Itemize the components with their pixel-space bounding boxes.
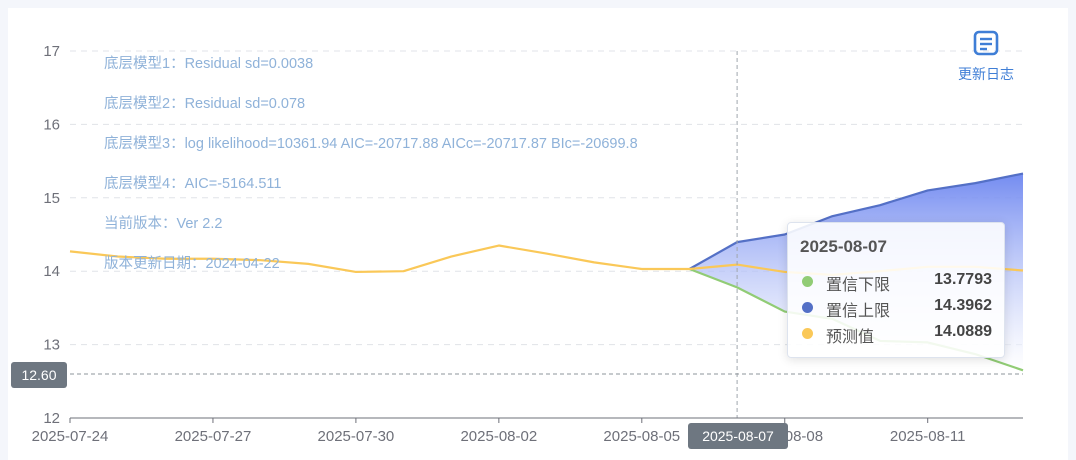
y-tick-label: 13 <box>43 337 60 354</box>
y-pointer-badge: 12.60 <box>11 362 67 388</box>
tooltip-value: 14.3962 <box>934 297 992 314</box>
note-model-2: 底层模型2：Residual sd=0.078 <box>104 96 306 112</box>
tooltip-row-forecast: 预测值 14.0889 <box>800 323 992 346</box>
note-version: 当前版本：Ver 2.2 <box>104 216 223 232</box>
x-pointer-badge: 2025-08-07 <box>688 423 788 449</box>
note-model-1: 底层模型1：Residual sd=0.0038 <box>104 56 314 72</box>
legend-dot-upper <box>802 302 813 313</box>
x-tick-label: 2025-07-27 <box>175 428 252 445</box>
legend-dot-lower <box>802 276 813 287</box>
chart-card: 12 13 14 15 16 17 2025-07-24 2025-07-27 2025-07-… <box>8 8 1068 460</box>
tooltip-row-upper: 置信上限 14.3962 <box>800 297 992 320</box>
tooltip: 2025-08-07 置信下限 13.7793 置信上限 14.3962 预测值… <box>787 222 1005 358</box>
y-tick-label: 16 <box>43 116 60 133</box>
tooltip-value: 14.0889 <box>934 323 992 340</box>
note-model-4: 底层模型4：AIC=-5164.511 <box>104 176 282 192</box>
note-release-date: 版本更新日期：2024-04-22 <box>104 256 280 272</box>
tooltip-row-lower: 置信下限 13.7793 <box>800 271 992 294</box>
x-tick-label: 2025-08-02 <box>460 428 537 445</box>
y-tick-label: 17 <box>43 43 60 60</box>
note-model-3: 底层模型3：log likelihood=10361.94 AIC=-20717… <box>104 136 638 152</box>
x-tick-label: 2025-07-30 <box>318 428 395 445</box>
legend-dot-forecast <box>802 328 813 339</box>
tooltip-name: 置信上限 <box>826 303 891 320</box>
y-tick-label: 12 <box>43 410 60 427</box>
y-tick-label: 14 <box>43 263 60 280</box>
tooltip-name: 预测值 <box>826 329 875 346</box>
x-tick-label: 2025-08-11 <box>890 428 966 445</box>
update-log-label: 更新日志 <box>958 66 1014 82</box>
y-tick-label: 15 <box>43 190 60 207</box>
update-log-button[interactable]: 更新日志 <box>946 30 1026 84</box>
x-tick-label: 2025-07-24 <box>32 428 109 445</box>
tooltip-value: 13.7793 <box>934 271 992 288</box>
x-tick-label: 2025-08-05 <box>603 428 680 445</box>
document-icon <box>973 30 999 56</box>
series-line-upper <box>688 172 1024 270</box>
tooltip-title: 2025-08-07 <box>800 237 887 256</box>
tooltip-name: 置信下限 <box>826 277 891 294</box>
